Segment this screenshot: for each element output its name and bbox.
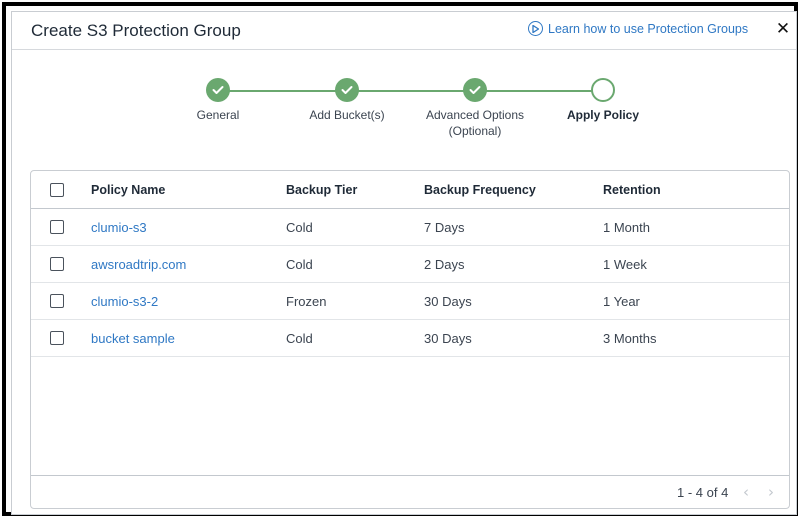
retention-cell: 1 Year <box>603 293 640 309</box>
column-header-backup-tier[interactable]: Backup Tier <box>286 182 358 197</box>
step-general: General <box>148 78 288 123</box>
check-icon <box>212 86 224 94</box>
table-header-row: Policy Name Backup Tier Backup Frequency… <box>31 171 789 209</box>
learn-link-label: Learn how to use Protection Groups <box>548 21 749 36</box>
column-header-retention[interactable]: Retention <box>603 182 661 197</box>
backup-frequency-cell: 30 Days <box>424 330 472 346</box>
step-current-indicator <box>591 78 615 102</box>
backup-tier-cell: Frozen <box>286 293 327 309</box>
step-label-main: Advanced Options <box>425 108 525 122</box>
backup-tier-cell: Cold <box>286 330 313 346</box>
wizard-stepper: General Add Bucket(s) Advanced Options (… <box>12 72 796 152</box>
step-complete-indicator <box>206 78 230 102</box>
learn-protection-groups-link[interactable]: Learn how to use Protection Groups <box>528 21 748 36</box>
policy-name-link[interactable]: bucket sample <box>91 330 175 346</box>
table-pagination: 1 - 4 of 4 ‹ › <box>31 475 789 508</box>
step-add-buckets: Add Bucket(s) <box>277 78 417 123</box>
row-checkbox[interactable] <box>50 294 64 308</box>
backup-tier-cell: Cold <box>286 219 313 235</box>
row-checkbox[interactable] <box>50 257 64 271</box>
table-row[interactable]: clumio-s3-2 Frozen 30 Days 1 Year <box>31 283 789 320</box>
step-apply-policy: Apply Policy <box>533 78 673 123</box>
retention-cell: 3 Months <box>603 330 657 346</box>
policy-name-link[interactable]: clumio-s3-2 <box>91 293 159 309</box>
row-checkbox[interactable] <box>50 220 64 234</box>
backup-frequency-cell: 30 Days <box>424 293 472 309</box>
chevron-left-icon[interactable]: ‹ <box>743 483 749 501</box>
column-header-backup-frequency[interactable]: Backup Frequency <box>424 182 536 197</box>
policy-table: Policy Name Backup Tier Backup Frequency… <box>30 170 790 509</box>
step-complete-indicator <box>463 78 487 102</box>
step-label: Add Bucket(s) <box>309 108 385 122</box>
pagination-range: 1 - 4 of 4 <box>677 485 729 500</box>
step-complete-indicator <box>335 78 359 102</box>
policy-name-link[interactable]: clumio-s3 <box>91 219 147 235</box>
step-label-sub: (Optional) <box>448 124 502 138</box>
backup-frequency-cell: 7 Days <box>424 219 465 235</box>
step-label: Advanced Options (Optional) <box>405 107 545 139</box>
backup-tier-cell: Cold <box>286 256 313 272</box>
dialog-header: Create S3 Protection Group Learn how to … <box>12 12 796 50</box>
play-circle-icon <box>528 21 543 36</box>
column-header-policy-name[interactable]: Policy Name <box>91 182 166 197</box>
retention-cell: 1 Month <box>603 219 650 235</box>
check-icon <box>341 86 353 94</box>
check-icon <box>469 86 481 94</box>
chevron-right-icon[interactable]: › <box>768 483 774 501</box>
stepper-progress-line <box>217 90 602 92</box>
dialog-title: Create S3 Protection Group <box>31 21 241 40</box>
policy-name-link[interactable]: awsroadtrip.com <box>91 256 187 272</box>
table-row[interactable]: awsroadtrip.com Cold 2 Days 1 Week <box>31 246 789 283</box>
row-checkbox[interactable] <box>50 331 64 345</box>
backup-frequency-cell: 2 Days <box>424 256 465 272</box>
create-protection-group-dialog: Create S3 Protection Group Learn how to … <box>11 11 797 515</box>
table-row[interactable]: clumio-s3 Cold 7 Days 1 Month <box>31 209 789 246</box>
step-advanced-options: Advanced Options (Optional) <box>405 78 545 139</box>
table-row[interactable]: bucket sample Cold 30 Days 3 Months <box>31 320 789 357</box>
step-label: General <box>196 108 240 122</box>
close-icon[interactable]: ✕ <box>775 19 791 39</box>
retention-cell: 1 Week <box>603 256 647 272</box>
select-all-checkbox[interactable] <box>50 183 64 197</box>
step-label: Apply Policy <box>566 108 640 122</box>
